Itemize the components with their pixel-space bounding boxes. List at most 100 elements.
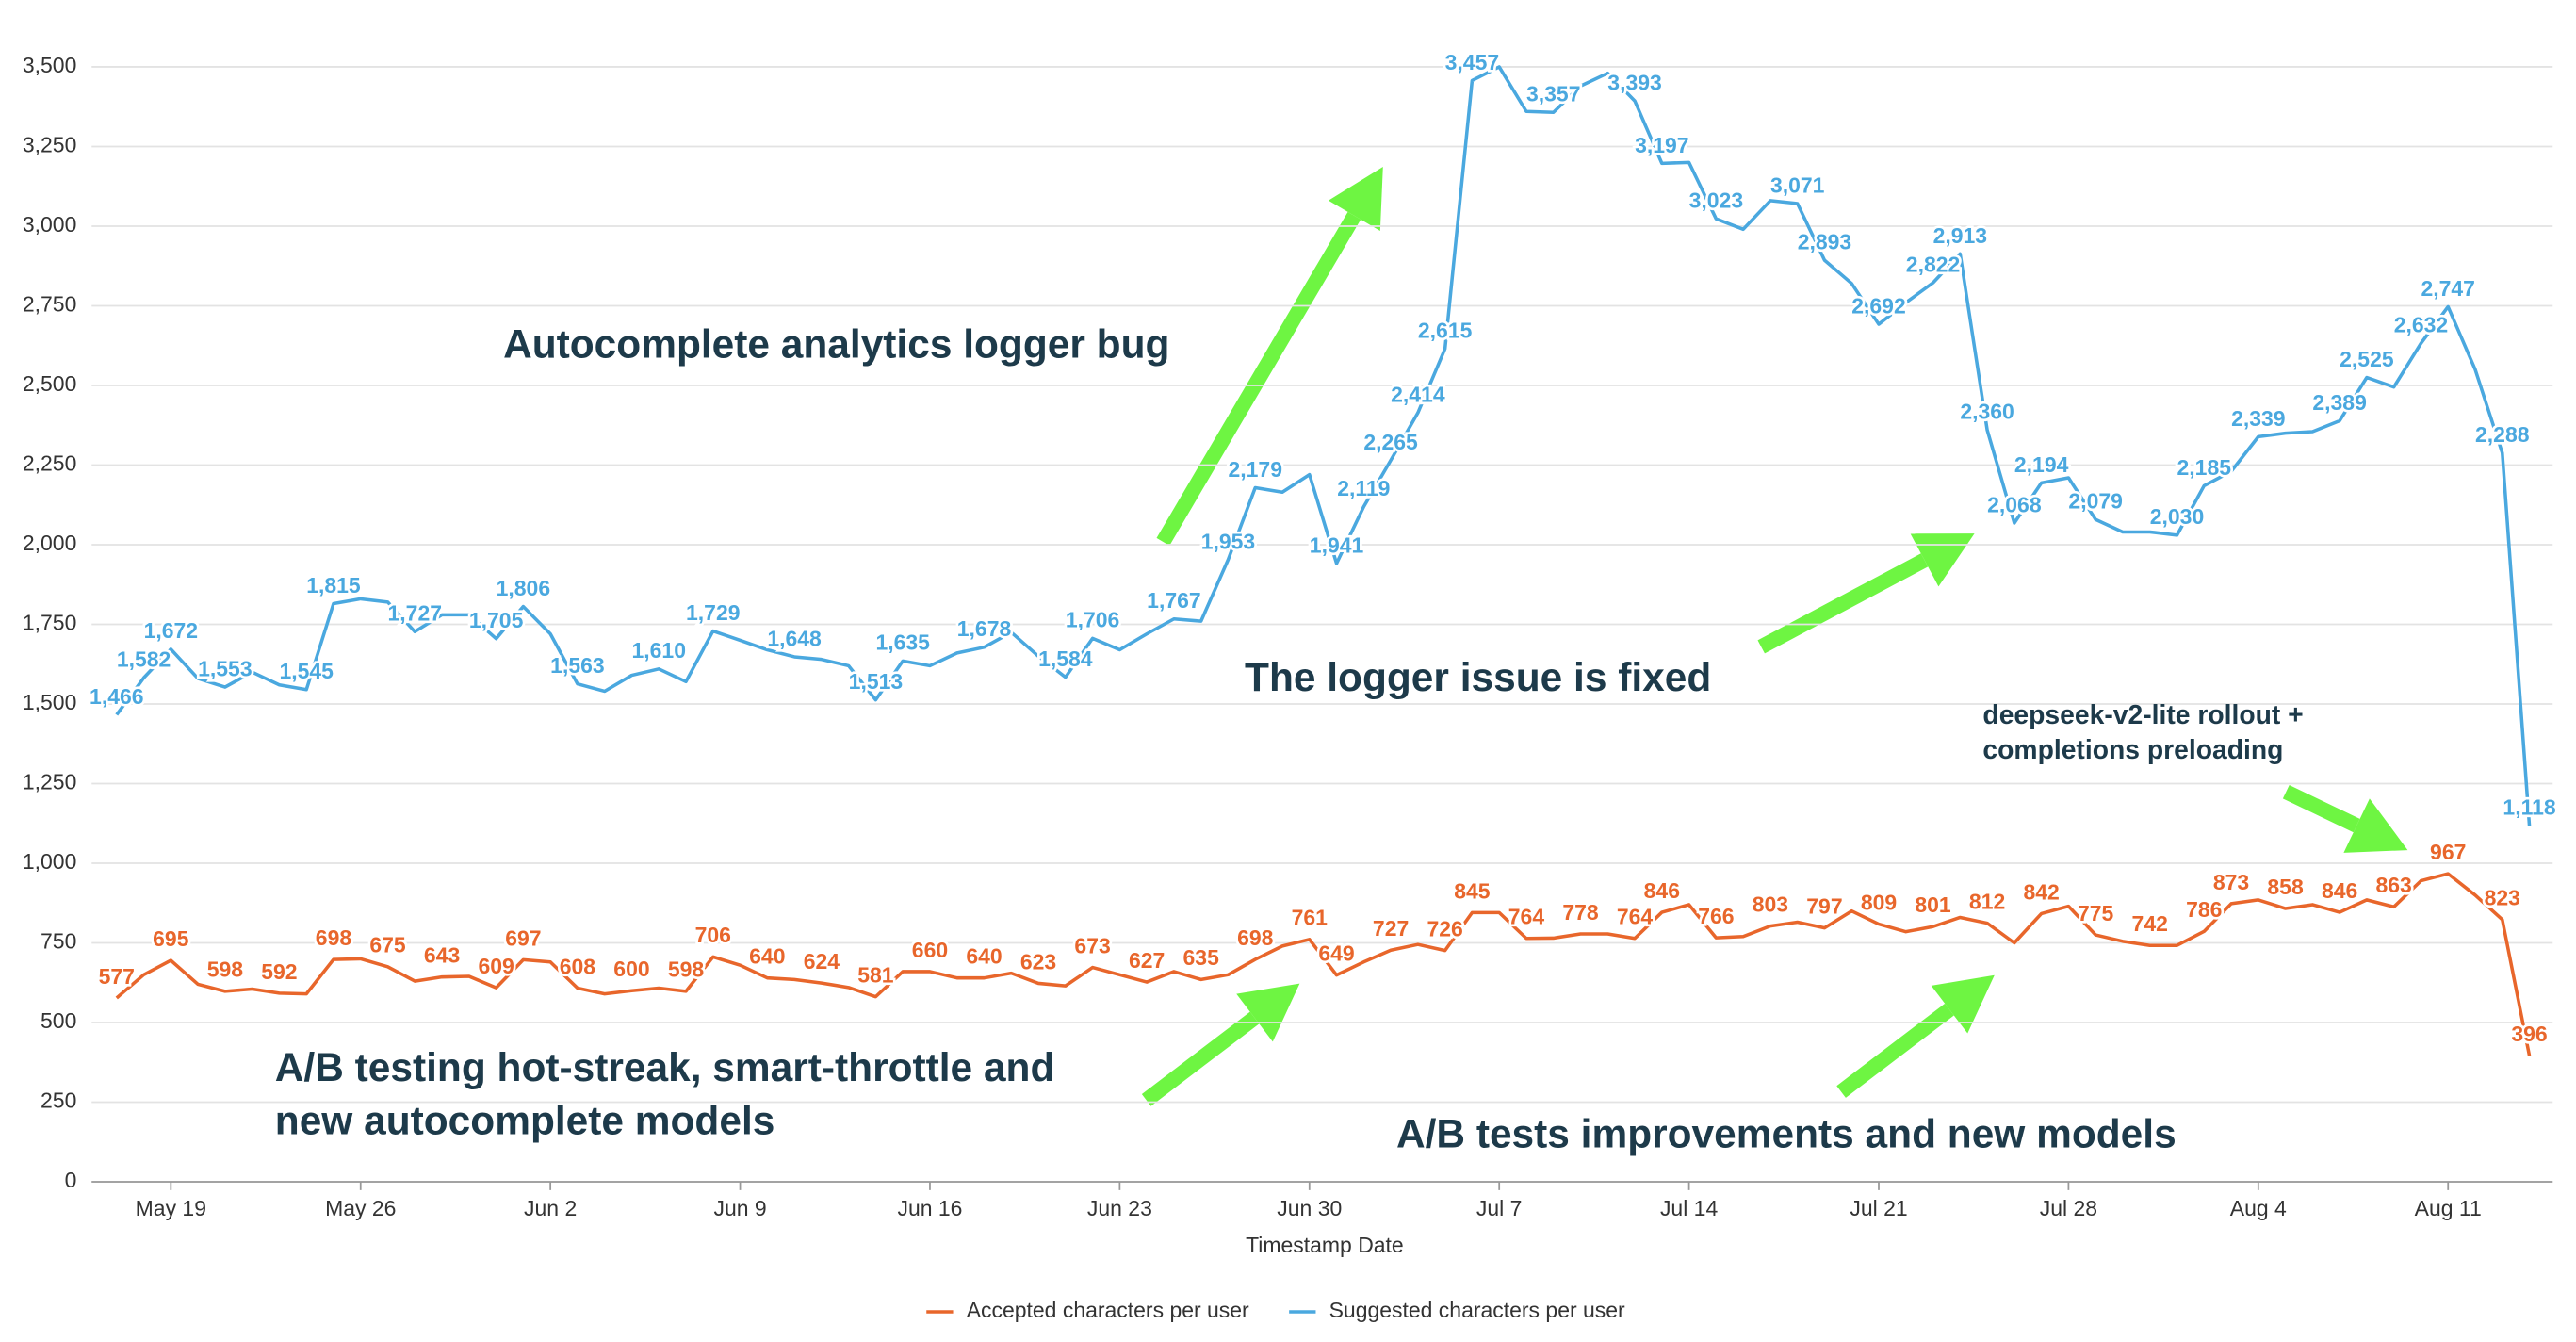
y-tick-label: 0 [65,1168,77,1192]
y-tick-label: 250 [41,1088,76,1113]
data-label: 1,582 [117,647,171,672]
data-label: 1,678 [957,616,1012,641]
arrow-shaft [1757,553,1929,654]
y-tick-label: 2,000 [23,531,76,555]
data-label: 608 [560,954,596,978]
annotation: Autocomplete analytics logger bug [503,321,1169,366]
data-label: 726 [1427,916,1462,941]
data-label: 640 [966,944,1002,969]
data-label: 2,360 [1960,400,2014,424]
data-label: 1,727 [388,601,442,626]
data-label: 764 [1508,905,1545,929]
data-label: 2,339 [2231,406,2285,431]
arrow-head [1931,974,1995,1034]
data-label: 2,389 [2312,390,2366,415]
arrow-shaft [2282,785,2360,833]
data-label: 2,747 [2421,276,2474,301]
data-label: 1,118 [2503,795,2555,820]
data-label: 2,632 [2394,313,2448,337]
arrow-shaft [1141,1011,1260,1106]
data-label: 766 [1698,904,1734,928]
annotation: A/B tests improvements and new models [1396,1111,2177,1155]
data-label: 2,079 [2068,489,2122,514]
data-label: 592 [261,959,297,984]
arrow-head [1236,983,1300,1042]
x-tick-label: Jun 2 [524,1196,577,1220]
legend-label: Suggested characters per user [1329,1298,1625,1322]
data-label: 809 [1861,890,1897,914]
data-label: 1,767 [1147,588,1200,613]
data-label: 775 [2078,901,2114,925]
annotation: A/B testing hot-streak, smart-throttle a… [275,1045,1055,1089]
data-label: 598 [668,957,705,982]
data-label: 812 [1969,889,2005,913]
data-label: 1,563 [550,653,604,678]
data-label: 1,553 [198,656,252,680]
data-label: 2,913 [1933,223,1987,248]
data-label: 1,584 [1038,646,1093,671]
data-label: 2,414 [1391,382,1445,406]
annotation: deepseek-v2-lite rollout + [1982,699,2303,729]
data-label: 697 [505,925,541,950]
annotation: new autocomplete models [275,1098,775,1142]
data-label: 3,197 [1635,133,1688,157]
x-tick-label: Jul 21 [1850,1196,1907,1220]
data-label: 2,893 [1798,230,1851,254]
annotation-arrows [1141,167,2408,1106]
data-label: 764 [1617,905,1654,929]
data-label: 623 [1020,949,1056,974]
data-label: 3,023 [1689,188,1743,213]
data-label: 581 [857,962,894,987]
data-label: 649 [1318,941,1354,966]
data-label: 698 [316,925,352,950]
data-label: 846 [1644,878,1680,903]
x-tick-label: Jul 28 [2040,1196,2097,1220]
y-tick-label: 3,500 [23,53,76,77]
data-label: 598 [207,957,244,982]
data-label: 3,071 [1770,172,1825,197]
data-label: 2,119 [1337,476,1390,500]
data-label: 1,635 [875,630,930,655]
data-label: 845 [1454,878,1491,903]
data-label: 858 [2267,875,2304,899]
data-label: 609 [478,954,514,978]
x-tick-label: Aug 11 [2415,1196,2482,1220]
data-label: 786 [2186,897,2222,922]
arrow-shaft [1156,211,1361,546]
data-label: 797 [1806,893,1842,918]
arrow-head [1328,167,1383,232]
y-tick-label: 1,250 [23,770,76,794]
data-label: 2,822 [1906,253,1960,277]
data-label: 801 [1915,892,1951,917]
y-tick-label: 2,750 [23,292,76,317]
data-label: 3,393 [1607,71,1661,95]
data-label: 2,185 [2177,455,2232,480]
data-label: 2,265 [1363,430,1418,454]
data-label: 967 [2430,840,2466,864]
data-label: 778 [1562,900,1599,925]
data-label: 577 [99,964,135,989]
data-label: 842 [2023,879,2059,904]
data-label: 600 [613,957,649,981]
data-label: 727 [1373,916,1409,941]
data-label: 635 [1183,945,1220,970]
data-label: 1,672 [144,618,198,643]
data-label: 1,545 [279,659,334,683]
y-tick-label: 2,250 [23,451,76,476]
legend-label: Accepted characters per user [967,1298,1249,1322]
y-tick-label: 1,000 [23,849,76,874]
y-tick-label: 1,750 [23,611,76,635]
data-label: 2,194 [2014,452,2069,477]
series-line [115,65,2532,826]
data-label: 396 [2511,1022,2547,1046]
data-label: 1,466 [90,684,143,709]
y-tick-label: 2,500 [23,371,76,396]
data-label: 3,357 [1526,82,1580,106]
data-label: 1,706 [1066,608,1119,632]
data-label: 1,513 [849,669,903,694]
data-label: 2,030 [2150,504,2204,529]
data-label: 698 [1237,925,1274,950]
y-tick-label: 3,250 [23,133,76,157]
data-label: 3,457 [1445,50,1499,74]
